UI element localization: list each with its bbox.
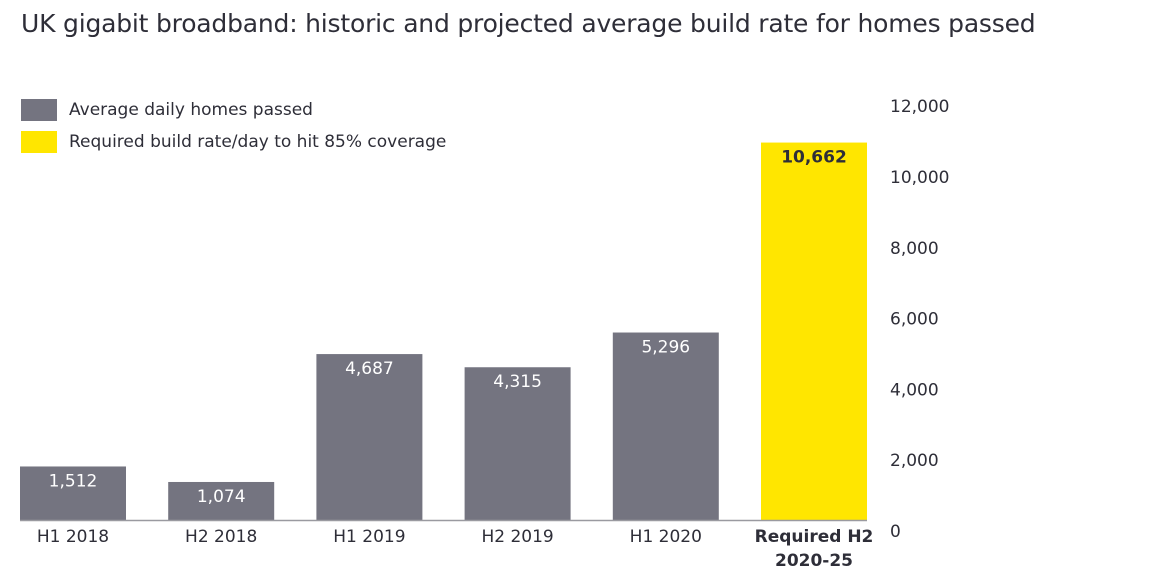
legend-label-required: Required build rate/day to hit 85% cover… — [69, 132, 447, 152]
legend-swatch-historic — [21, 99, 57, 121]
data-label-5: 5,296 — [641, 338, 690, 358]
legend-label-historic: Average daily homes passed — [69, 100, 313, 120]
y-tick-label-6000: 6,000 — [890, 310, 939, 330]
y-tick-label-10000: 10,000 — [890, 168, 949, 188]
category-label-6-line-1: Required H2 — [755, 527, 874, 547]
data-label-1: 1,512 — [49, 471, 98, 491]
legend: Average daily homes passed Required buil… — [21, 94, 446, 158]
legend-item-historic: Average daily homes passed — [21, 94, 446, 126]
legend-item-required: Required build rate/day to hit 85% cover… — [21, 126, 446, 158]
bar-5 — [612, 332, 719, 520]
bar-1 — [20, 466, 126, 520]
category-label-5: H1 2020 — [630, 527, 702, 547]
bar-4 — [464, 367, 571, 520]
category-label-6-line-2: 2020-25 — [775, 551, 853, 571]
data-label-6: 10,662 — [781, 148, 847, 168]
bar-2 — [168, 481, 275, 520]
bar-6 — [761, 142, 867, 521]
data-label-3: 4,687 — [345, 359, 394, 379]
data-label-4: 4,315 — [493, 372, 542, 392]
y-tick-label-0: 0 — [890, 522, 901, 542]
bar-3 — [316, 354, 423, 520]
chart-title: UK gigabit broadband: historic and proje… — [21, 9, 1036, 38]
y-tick-label-12000: 12,000 — [890, 97, 949, 117]
y-tick-label-4000: 4,000 — [890, 380, 939, 400]
category-label-1: H1 2018 — [37, 527, 109, 547]
data-label-2: 1,074 — [197, 487, 246, 507]
y-tick-label-8000: 8,000 — [890, 239, 939, 259]
legend-swatch-required — [21, 131, 57, 153]
category-label-4: H2 2019 — [481, 527, 553, 547]
y-tick-label-2000: 2,000 — [890, 451, 939, 471]
category-label-3: H1 2019 — [333, 527, 405, 547]
category-label-2: H2 2018 — [185, 527, 257, 547]
